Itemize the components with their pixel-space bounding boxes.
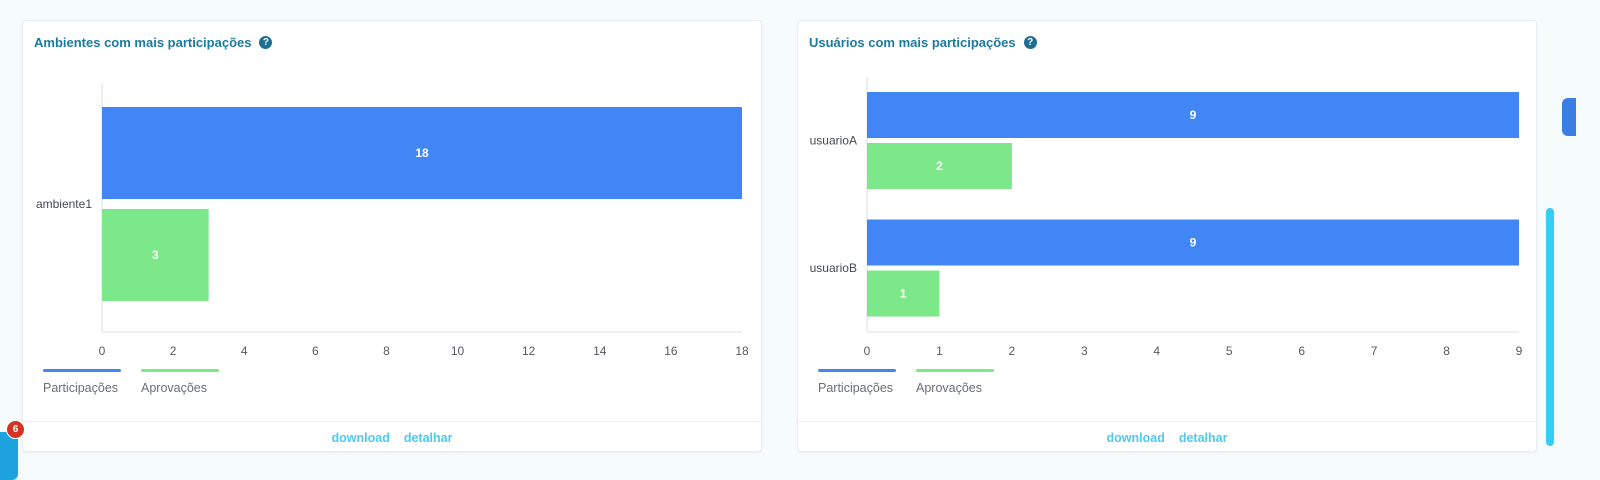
x-tick-label: 1 — [936, 344, 943, 358]
bar — [867, 92, 1519, 138]
bar — [102, 209, 209, 301]
legend-label: Participações — [818, 381, 894, 395]
card-title-text: Ambientes com mais participações — [34, 35, 252, 50]
category-label: ambiente1 — [36, 197, 92, 211]
legend-swatch — [141, 369, 219, 372]
legend-label: Aprovações — [916, 381, 983, 395]
bar — [102, 107, 742, 199]
x-tick-label: 6 — [312, 344, 319, 358]
x-tick-label: 4 — [1153, 344, 1160, 358]
legend-label: Participações — [43, 381, 119, 395]
legend-swatch — [916, 369, 994, 372]
x-tick-label: 3 — [1081, 344, 1088, 358]
chat-fab-button[interactable] — [0, 432, 18, 480]
x-tick-label: 8 — [1443, 344, 1450, 358]
bar — [867, 219, 1519, 266]
chart-card-usuarios: Usuários com mais participações ? 0 1 2 3 4 5… — [797, 20, 1537, 452]
x-tick-label: 7 — [1371, 344, 1378, 358]
bar — [867, 143, 1012, 189]
side-panel-tab[interactable] — [1562, 98, 1576, 136]
download-link[interactable]: download — [1106, 431, 1165, 445]
chart-legend: Participações Aprovações — [43, 369, 219, 395]
x-tick-label: 10 — [451, 344, 465, 358]
x-tick-label: 14 — [593, 344, 607, 358]
x-tick-label: 6 — [1298, 344, 1305, 358]
legend-item[interactable]: Participações — [43, 369, 121, 395]
card-footer: download detalhar — [798, 421, 1536, 454]
legend-item[interactable]: Aprovações — [141, 369, 219, 395]
card-title: Usuários com mais participações ? — [809, 35, 1037, 50]
category-label: usuarioA — [810, 134, 857, 148]
x-tick-label: 18 — [735, 344, 749, 358]
question-circle-icon[interactable]: ? — [1023, 36, 1037, 49]
bar-chart-ambientes: 0 2 4 6 8 10 12 14 16 18 18 3 ambiente1 — [36, 83, 749, 358]
x-tick-label: 9 — [1516, 344, 1523, 358]
data-label: 3 — [152, 248, 159, 262]
legend-swatch — [43, 369, 121, 372]
card-title-text: Usuários com mais participações — [809, 35, 1016, 50]
x-tick-label: 8 — [383, 344, 390, 358]
legend-swatch — [818, 369, 896, 372]
legend-item[interactable]: Participações — [818, 369, 896, 395]
download-link[interactable]: download — [331, 431, 390, 445]
x-tick-label: 12 — [522, 344, 536, 358]
legend-label: Aprovações — [141, 381, 208, 395]
data-label: 9 — [1190, 236, 1197, 250]
data-label: 18 — [415, 146, 429, 160]
x-tick-label: 5 — [1226, 344, 1233, 358]
x-tick-label: 2 — [170, 344, 177, 358]
bar-chart-usuarios: 0 1 2 3 4 5 6 7 8 9 9 2 usuarioA 9 1 usuarioB — [810, 77, 1523, 358]
detail-link[interactable]: detalhar — [1178, 431, 1228, 445]
x-tick-label: 16 — [664, 344, 678, 358]
chart-legend: Participações Aprovações — [818, 369, 994, 395]
legend-item[interactable]: Aprovações — [916, 369, 994, 395]
data-label: 2 — [936, 159, 943, 173]
data-label: 9 — [1190, 108, 1197, 122]
data-label: 1 — [900, 287, 907, 301]
category-label: usuarioB — [810, 261, 857, 275]
scrollbar[interactable] — [1546, 208, 1554, 446]
card-footer: download detalhar — [23, 421, 761, 454]
detail-link[interactable]: detalhar — [403, 431, 453, 445]
x-tick-label: 0 — [99, 344, 106, 358]
chart-card-ambientes: Ambientes com mais participações ? 0 2 4 6 8… — [22, 20, 762, 452]
card-title: Ambientes com mais participações ? — [34, 35, 273, 50]
x-tick-label: 2 — [1009, 344, 1016, 358]
notification-badge: 6 — [6, 420, 25, 439]
x-tick-label: 4 — [241, 344, 248, 358]
question-circle-icon[interactable]: ? — [259, 36, 273, 49]
x-tick-label: 0 — [864, 344, 871, 358]
bar — [867, 270, 940, 317]
